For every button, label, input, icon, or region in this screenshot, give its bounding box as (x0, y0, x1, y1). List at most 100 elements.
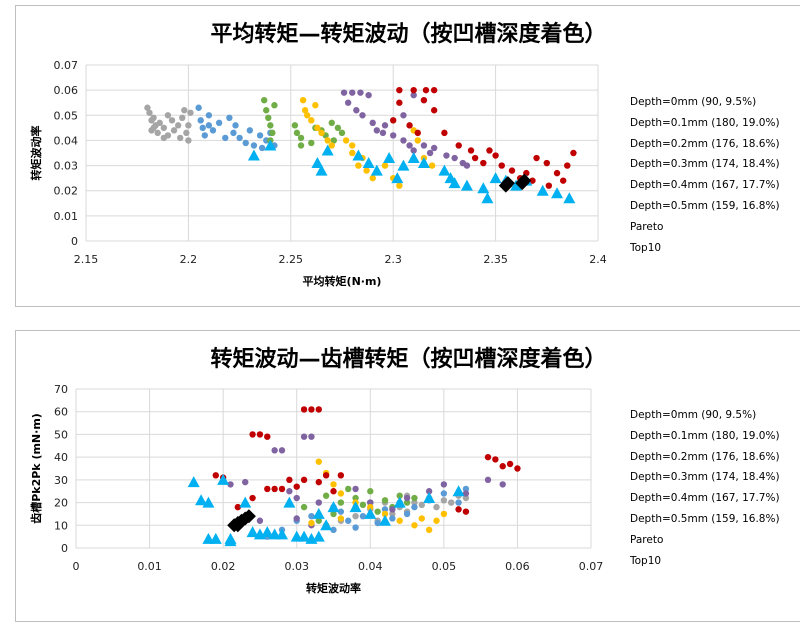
data-point (425, 526, 433, 534)
legend-entry: Top10 (630, 241, 662, 254)
data-point (357, 89, 364, 96)
data-point (146, 109, 153, 116)
pareto-point (481, 192, 494, 204)
x-tick-label: 0.01 (137, 560, 162, 573)
data-point (440, 490, 448, 497)
x-tick-label: 0.06 (505, 560, 530, 573)
data-point (183, 129, 190, 137)
data-point (330, 137, 338, 144)
data-point (365, 91, 372, 99)
data-point (352, 485, 359, 493)
data-point (315, 406, 322, 413)
data-point (448, 499, 455, 506)
pareto-point (563, 192, 576, 204)
y-tick-label: 0.03 (54, 160, 79, 173)
pareto-point (312, 507, 325, 519)
legend-entry: Depth=0.3mm (174, 18.4%) (630, 158, 780, 171)
data-point (256, 132, 264, 139)
x-tick-label: 0 (73, 560, 80, 573)
legend-2: Depth=0mm (90, 9.5%) Depth=0.1mm (180, 19… (630, 405, 780, 571)
data-point (433, 503, 440, 511)
top10-point (230, 518, 245, 533)
data-point (160, 124, 168, 132)
data-point (467, 147, 475, 154)
data-point (462, 494, 470, 502)
data-point (324, 137, 331, 144)
x-tick-label: 0.07 (579, 560, 604, 573)
data-point (359, 501, 367, 509)
legend-entry: Pareto (630, 220, 664, 233)
data-point (197, 117, 204, 124)
data-point (201, 132, 208, 139)
pareto-point (393, 496, 406, 508)
data-point (359, 112, 366, 119)
y-axis-label: 齿槽Pk2Pk (mN·m) (29, 413, 43, 524)
data-point (278, 485, 286, 493)
legend-entry: Top10 (630, 554, 662, 567)
data-point (315, 458, 322, 465)
pareto-point (477, 182, 490, 194)
data-point (303, 112, 311, 119)
data-point (312, 102, 319, 109)
data-point (463, 162, 471, 169)
data-point (506, 460, 514, 468)
data-point (267, 122, 274, 129)
data-point (381, 497, 389, 504)
data-point (249, 431, 256, 438)
chart-title-2: 转矩波动—齿槽转矩（按凹槽深度着色） (210, 347, 607, 372)
pareto-point (261, 526, 274, 538)
data-point (293, 483, 300, 490)
pareto-point (364, 507, 377, 519)
pareto-point (264, 139, 277, 151)
data-point (352, 524, 359, 531)
data-point (418, 501, 425, 509)
data-point (433, 517, 440, 524)
data-point (215, 119, 223, 127)
data-point (236, 134, 243, 142)
data-point (293, 494, 300, 502)
data-point (209, 127, 217, 134)
y-tick-label: 0.02 (54, 185, 79, 198)
data-point (462, 490, 470, 497)
x-tick-label: 2.4 (589, 253, 607, 266)
top10-point (241, 509, 256, 524)
y-axis-label: 转矩波动率 (29, 126, 43, 181)
data-point (278, 447, 286, 454)
data-point (389, 506, 396, 513)
pareto-point (423, 492, 436, 504)
pareto-point (247, 149, 260, 161)
data-point (418, 515, 425, 522)
data-point (286, 488, 293, 495)
data-point (263, 107, 270, 114)
data-point (499, 463, 506, 470)
data-point (315, 499, 322, 506)
pareto-point (417, 157, 430, 169)
data-point (168, 117, 176, 124)
data-point (264, 485, 271, 493)
pareto-point (383, 152, 396, 164)
data-point (156, 119, 163, 127)
data-point (443, 152, 450, 159)
data-point (381, 506, 389, 513)
pareto-point (489, 172, 502, 184)
pareto-point (239, 496, 252, 508)
data-point (564, 162, 571, 169)
data-point (570, 149, 577, 157)
data-point (410, 91, 417, 99)
data-point (330, 526, 337, 534)
data-point (226, 114, 233, 122)
legend-entry: Depth=0.2mm (176, 18.6%) (630, 137, 780, 150)
data-point (529, 177, 536, 184)
data-point (322, 472, 330, 479)
data-point (179, 114, 186, 122)
data-point (425, 488, 433, 495)
pareto-point (283, 496, 296, 508)
data-point (389, 510, 396, 518)
pareto-point (298, 530, 311, 542)
y-tick-label: 50 (54, 428, 68, 441)
data-point (492, 456, 499, 463)
pareto-point (370, 164, 383, 176)
data-point (164, 112, 172, 119)
data-point (337, 490, 345, 497)
